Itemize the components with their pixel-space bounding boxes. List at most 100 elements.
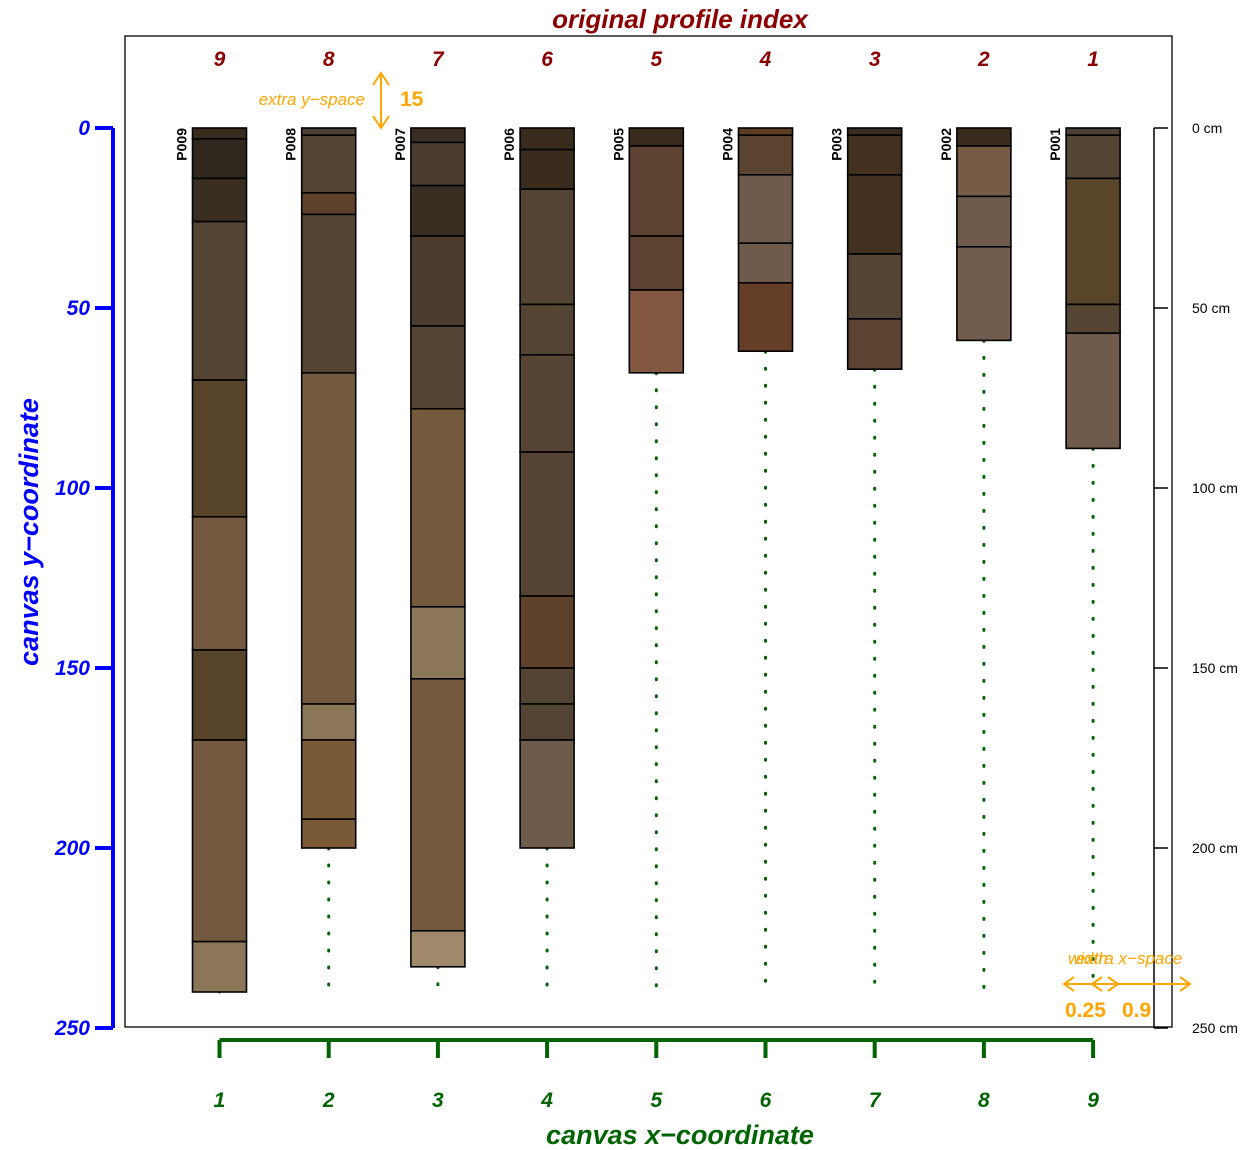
- x-axis-tick-label: 1: [214, 1089, 226, 1112]
- profile-id-label: P008: [283, 128, 299, 161]
- horizon-rect: [846, 317, 903, 370]
- profile-id-label: P005: [610, 128, 626, 161]
- profile-index-label: 4: [759, 48, 772, 71]
- x-axis-tick-label: 6: [760, 1089, 772, 1112]
- y-axis-label: canvas y−coordinate: [14, 398, 44, 666]
- profile-index-label: 2: [977, 48, 990, 71]
- profile-index-labels: 9 8 7 6 5 4 3 2 1: [214, 48, 1099, 71]
- horizon-rect: [300, 703, 357, 741]
- extra-x-space-label: extra x−space: [1076, 949, 1182, 968]
- horizon-rect: [737, 242, 794, 284]
- y-axis-tick-label: 50: [67, 297, 91, 320]
- horizon-rect: [191, 940, 248, 993]
- extra-y-space-arrowhead-bottom: [372, 115, 390, 130]
- y-axis-tick-label: 150: [55, 657, 90, 680]
- horizon-rect: [519, 703, 575, 741]
- extra-y-space-annotation: extra y−space 15: [259, 71, 424, 130]
- horizon-rect: [410, 141, 466, 187]
- profile-index-label: 1: [1087, 48, 1099, 71]
- profile-index-label: 3: [869, 48, 881, 71]
- horizon-rect: [1065, 134, 1121, 180]
- horizon-rect: [410, 127, 466, 144]
- profile-id-label: P007: [392, 128, 408, 161]
- horizon-rect: [956, 145, 1012, 198]
- horizon-rect: [519, 667, 575, 705]
- horizon-rect: [300, 739, 357, 820]
- horizon-rect: [1065, 303, 1121, 334]
- profiles-layer: P009 P008 P007 P006 P005 P004 P003 P002 P001: [174, 127, 1121, 994]
- horizon-rect: [628, 289, 685, 374]
- y-axis-tick-label: 0: [78, 117, 90, 140]
- horizon-rect: [191, 649, 248, 741]
- horizon-rect: [628, 127, 685, 147]
- horizon-rect: [191, 515, 248, 651]
- horizon-rect: [300, 127, 357, 136]
- profile-index-label: 6: [541, 48, 553, 71]
- horizon-rect: [628, 235, 685, 291]
- depth-axis: 0 cm 50 cm 100 cm 150 cm 200 cm 250 cm: [1153, 120, 1238, 1036]
- x-axis-tick-label: 2: [322, 1089, 335, 1112]
- horizon-rect: [191, 138, 248, 180]
- extra-x-space-value: 0.9: [1122, 999, 1151, 1022]
- width-arrowhead-right: [1107, 976, 1120, 992]
- y-axis-tick-label: 100: [55, 477, 90, 500]
- y-axis-tick-label: 200: [54, 837, 90, 860]
- horizon-rect: [410, 407, 466, 608]
- horizon-rect: [846, 253, 903, 320]
- horizon-rect: [191, 739, 248, 943]
- profile-id-label: P001: [1047, 128, 1063, 161]
- profile-p006: P006: [501, 127, 575, 994]
- depth-axis-tick-label: 100 cm: [1192, 480, 1238, 496]
- width-value: 0.25: [1065, 999, 1106, 1022]
- horizon-rect: [519, 127, 575, 151]
- x-axis: 1 2 3 4 5 6 7 8 9: [214, 1038, 1099, 1112]
- x-axis-tick-label: 7: [869, 1089, 882, 1112]
- horizon-rect: [519, 595, 575, 669]
- horizon-rect: [519, 353, 575, 453]
- profile-id-label: P006: [501, 128, 517, 161]
- horizon-rect: [737, 281, 794, 352]
- profile-p001: P001: [1047, 127, 1121, 994]
- x-axis-tick-label: 8: [978, 1089, 990, 1112]
- horizon-rect: [1065, 332, 1121, 450]
- profile-p002: P002: [938, 127, 1012, 994]
- horizon-rect: [1065, 127, 1121, 136]
- depth-axis-tick-label: 0 cm: [1192, 120, 1222, 136]
- profile-id-label: P009: [174, 128, 190, 161]
- x-axis-tick-label: 3: [432, 1089, 444, 1112]
- horizon-rect: [410, 184, 466, 237]
- horizon-rect: [737, 174, 794, 245]
- horizon-rect: [410, 325, 466, 410]
- horizon-rect: [519, 451, 575, 597]
- horizon-rect: [846, 134, 903, 176]
- depth-axis-tick-label: 250 cm: [1192, 1020, 1238, 1036]
- horizon-rect: [191, 379, 248, 518]
- profile-index-label: 9: [214, 48, 226, 71]
- x-axis-tick-label: 4: [540, 1089, 553, 1112]
- horizon-rect: [519, 303, 575, 356]
- profile-p003: P003: [829, 127, 903, 994]
- y-axis-tick-label: 250: [54, 1017, 90, 1040]
- extra-y-space-value: 15: [400, 88, 424, 111]
- width-label: width: [1068, 949, 1108, 968]
- horizon-rect: [300, 818, 357, 849]
- extra-y-space-label: extra y−space: [259, 90, 365, 109]
- profile-id-label: P003: [829, 128, 845, 161]
- chart-title: original profile index: [552, 4, 809, 34]
- depth-axis-tick-label: 200 cm: [1192, 840, 1238, 856]
- profile-p007: P007: [392, 127, 466, 994]
- x-axis-label: canvas x−coordinate: [546, 1120, 814, 1150]
- extra-x-space-arrowhead-left: [1090, 976, 1103, 992]
- horizon-rect: [1065, 177, 1121, 306]
- profile-index-label: 8: [323, 48, 335, 71]
- profile-p009: P009: [174, 127, 248, 994]
- horizon-rect: [846, 127, 903, 136]
- horizon-rect: [956, 246, 1012, 342]
- depth-axis-tick-label: 50 cm: [1192, 300, 1230, 316]
- horizon-rect: [191, 127, 248, 140]
- horizon-rect: [628, 145, 685, 237]
- horizon-rect: [956, 127, 1012, 147]
- horizon-rect: [846, 174, 903, 255]
- horizon-rect: [191, 177, 248, 223]
- horizon-rect: [410, 929, 466, 968]
